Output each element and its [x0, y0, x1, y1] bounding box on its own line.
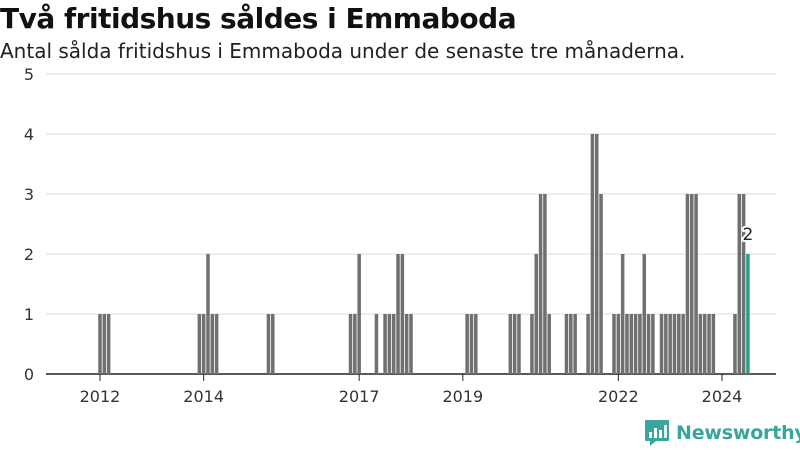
bar — [106, 314, 111, 374]
bar — [530, 314, 534, 374]
bar — [266, 314, 271, 374]
newsworthy-logo: Newsworthy — [644, 418, 800, 448]
bar — [664, 314, 668, 374]
bar — [633, 314, 638, 374]
bar — [711, 314, 716, 374]
x-tick-label: 2017 — [339, 387, 380, 406]
bar — [543, 194, 547, 374]
bar — [690, 194, 694, 374]
bar — [214, 314, 219, 374]
bar — [681, 314, 685, 374]
bar — [594, 134, 599, 374]
bar — [668, 314, 672, 374]
bar — [685, 194, 690, 374]
bar — [659, 314, 664, 374]
highlight-value-label: 2 — [743, 225, 754, 245]
chart-title: Två fritidshus såldes i Emmaboda — [0, 2, 517, 35]
bar — [102, 314, 107, 374]
bar — [625, 314, 629, 374]
bars — [98, 134, 750, 374]
bar — [733, 314, 737, 374]
bar — [409, 314, 413, 374]
bar — [271, 314, 275, 374]
bar — [348, 314, 353, 374]
bar — [508, 314, 513, 374]
bar — [206, 254, 210, 374]
chart-subtitle: Antal sålda fritidshus i Emmaboda under … — [0, 39, 686, 63]
bar — [400, 254, 405, 374]
bar — [707, 314, 711, 374]
y-tick-label: 2 — [24, 245, 34, 264]
bar — [534, 254, 539, 374]
bar-highlight — [746, 254, 750, 374]
bar — [210, 314, 215, 374]
bar — [616, 314, 621, 374]
bar — [201, 314, 206, 374]
bar — [469, 314, 474, 374]
bar — [573, 314, 577, 374]
bar — [465, 314, 469, 374]
bar — [396, 254, 400, 374]
newsworthy-wordmark: Newsworthy — [676, 422, 800, 444]
bar — [646, 314, 651, 374]
y-tick-label: 5 — [24, 65, 34, 84]
bar — [404, 314, 409, 374]
bar — [353, 314, 357, 374]
y-tick-label: 4 — [24, 125, 34, 144]
bar — [651, 314, 655, 374]
x-tick-label: 2014 — [183, 387, 224, 406]
bar — [702, 314, 707, 374]
bar — [612, 314, 616, 374]
bar — [638, 314, 642, 374]
y-tick-label: 0 — [24, 365, 34, 384]
bar — [374, 314, 379, 374]
bar — [629, 314, 634, 374]
bar — [391, 314, 396, 374]
x-tick-label: 2019 — [442, 387, 483, 406]
bar — [357, 254, 361, 374]
bar — [694, 194, 698, 374]
bar — [387, 314, 392, 374]
bar — [474, 314, 478, 374]
bar — [741, 194, 746, 374]
highlight-value-label-halo: 2 — [743, 225, 754, 245]
bar — [383, 314, 387, 374]
bar — [197, 314, 202, 374]
bar — [569, 314, 573, 374]
bar — [564, 314, 569, 374]
bar — [547, 314, 551, 374]
bar — [620, 254, 625, 374]
x-tick-label: 2022 — [598, 387, 639, 406]
y-tick-label: 1 — [24, 305, 34, 324]
bar — [599, 194, 603, 374]
bar — [538, 194, 543, 374]
bar — [677, 314, 681, 374]
bar — [737, 194, 742, 374]
x-tick-label: 2024 — [702, 387, 743, 406]
bar — [642, 254, 647, 374]
x-tick-label: 2012 — [80, 387, 121, 406]
newsworthy-logo-icon — [645, 420, 669, 446]
bar — [590, 134, 595, 374]
y-tick-label: 3 — [24, 185, 34, 204]
bar — [517, 314, 521, 374]
bar — [698, 314, 703, 374]
bar — [672, 314, 677, 374]
bar — [512, 314, 517, 374]
bar — [98, 314, 102, 374]
bar — [586, 314, 590, 374]
